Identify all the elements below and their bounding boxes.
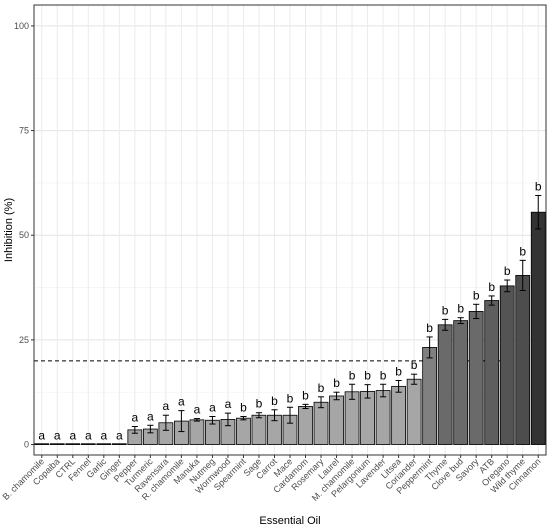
significance-label: b — [302, 388, 309, 402]
significance-label: b — [395, 364, 402, 378]
bar — [49, 443, 65, 445]
bar — [80, 443, 96, 445]
significance-label: b — [240, 400, 247, 414]
significance-label: a — [163, 399, 170, 413]
bar — [34, 443, 50, 445]
bar — [391, 385, 406, 445]
significance-label: a — [209, 400, 216, 414]
significance-label: a — [116, 429, 123, 443]
y-tick-label: 50 — [19, 230, 29, 240]
bars — [34, 211, 546, 445]
significance-label: b — [442, 303, 449, 317]
significance-label: b — [457, 302, 464, 316]
significance-label: b — [333, 376, 340, 390]
significance-label: b — [318, 381, 325, 395]
bar — [360, 390, 375, 445]
significance-label: b — [426, 321, 433, 335]
significance-label: a — [85, 429, 92, 443]
significance-label: b — [349, 368, 356, 382]
bar — [65, 443, 81, 445]
bar — [329, 395, 344, 445]
significance-label: b — [256, 397, 263, 411]
bar — [499, 285, 515, 445]
bar — [298, 406, 313, 445]
significance-label: a — [100, 429, 107, 443]
y-tick-label: 100 — [14, 21, 29, 31]
x-axis-title: Essential Oil — [259, 515, 320, 527]
y-tick-label: 0 — [24, 440, 29, 450]
bar — [530, 211, 546, 445]
significance-label: b — [287, 391, 294, 405]
bar — [422, 347, 438, 445]
significance-label: b — [473, 288, 480, 302]
significance-label: a — [69, 429, 76, 443]
bar — [251, 414, 267, 445]
bar — [484, 300, 500, 445]
bar — [313, 401, 329, 445]
significance-label: a — [147, 409, 154, 423]
significance-label: a — [178, 395, 185, 409]
y-tick-label: 75 — [19, 126, 29, 136]
significance-label: b — [519, 244, 526, 258]
significance-label: b — [488, 280, 495, 294]
x-axis: B. chamomileCopaibaCTRLFennelGarlicGinge… — [1, 455, 543, 503]
bar — [189, 419, 205, 445]
bar — [453, 320, 469, 445]
significance-label: b — [380, 368, 387, 382]
error-bars — [131, 194, 542, 434]
y-axis: 0 25 50 75 100 — [14, 21, 34, 450]
significance-label: b — [364, 369, 371, 383]
y-axis-title: Inhibition (%) — [3, 198, 15, 262]
bar — [406, 378, 422, 445]
significance-label: a — [225, 397, 232, 411]
bar — [96, 443, 112, 445]
significance-label: b — [535, 179, 542, 193]
bar — [437, 324, 453, 445]
significance-label: b — [271, 394, 278, 408]
bar — [515, 275, 531, 445]
bar — [111, 443, 127, 445]
significance-label: a — [54, 429, 61, 443]
significance-label: a — [38, 429, 45, 443]
y-tick-label: 25 — [19, 335, 29, 345]
significance-label: b — [411, 358, 418, 372]
bar — [468, 311, 484, 445]
bar — [375, 390, 391, 445]
significance-label: a — [194, 403, 201, 417]
significance-label: b — [504, 264, 511, 278]
significance-label: a — [132, 411, 139, 425]
bar — [236, 417, 251, 445]
